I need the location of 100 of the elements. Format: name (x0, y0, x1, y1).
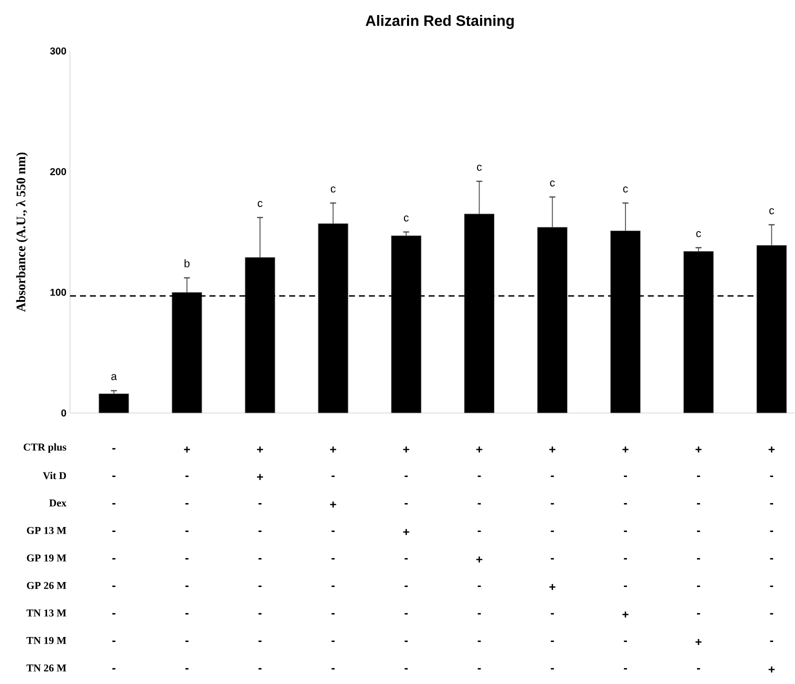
text: + (403, 528, 410, 536)
text: TN 13 M (26, 609, 66, 617)
text: - (697, 586, 700, 588)
text: - (404, 586, 408, 588)
text: - (258, 586, 262, 588)
y-tick-label: 0 (61, 409, 66, 417)
text: - (770, 613, 774, 615)
annotation: b (184, 259, 190, 268)
text: GP 26 M (26, 582, 66, 590)
y-tick-label: 200 (50, 168, 66, 176)
text: + (257, 446, 264, 453)
text: - (550, 640, 554, 642)
text: - (550, 668, 554, 670)
text: GP 13 M (26, 526, 66, 534)
text: - (112, 613, 116, 615)
text: Vit D (42, 472, 66, 480)
text: + (768, 666, 775, 673)
annotation: c (696, 231, 701, 238)
annotation: c (477, 164, 482, 171)
text: + (330, 446, 336, 453)
text: - (770, 476, 774, 477)
annotation: c (404, 215, 409, 222)
text: - (478, 503, 481, 504)
text: - (258, 530, 262, 532)
text: - (550, 613, 554, 615)
text: + (696, 638, 702, 646)
annotation: c (258, 200, 262, 207)
text: - (404, 558, 408, 560)
text: - (185, 613, 188, 615)
text: - (624, 558, 627, 560)
text: + (184, 446, 190, 453)
text: - (112, 640, 116, 642)
text: - (258, 668, 262, 670)
text: + (476, 556, 482, 563)
y-tick-label: 100 (50, 288, 66, 296)
text: - (697, 558, 700, 560)
text: + (476, 446, 482, 453)
text: Dex (49, 500, 66, 506)
text: - (258, 558, 262, 560)
text: - (624, 503, 627, 504)
text: - (258, 640, 262, 642)
text: GP 19 M (26, 554, 66, 562)
text: - (697, 476, 700, 477)
text: - (550, 530, 554, 532)
text: - (624, 640, 627, 642)
text: - (404, 640, 408, 642)
text: - (185, 558, 188, 560)
text: - (404, 668, 408, 670)
text: - (697, 530, 700, 532)
text: - (185, 586, 188, 588)
text: - (404, 503, 408, 504)
text: - (697, 503, 700, 504)
text: - (332, 586, 335, 588)
text: TN 26 M (26, 664, 66, 672)
text: - (624, 476, 627, 477)
text: - (112, 448, 116, 450)
text: - (112, 530, 116, 532)
text: - (478, 476, 481, 477)
text: - (112, 503, 116, 504)
text: - (404, 613, 408, 615)
text: - (185, 668, 188, 670)
text: - (770, 558, 774, 560)
text: + (549, 584, 556, 590)
text: + (330, 501, 336, 508)
text: - (550, 558, 554, 560)
text: - (550, 503, 554, 504)
text: - (478, 613, 481, 615)
text: - (332, 668, 335, 670)
text: - (185, 530, 188, 532)
text: + (549, 446, 556, 453)
text: - (770, 503, 774, 504)
text: - (112, 558, 116, 560)
chart-title: Alizarin Red Staining (366, 14, 514, 29)
text: - (185, 640, 188, 642)
text: - (478, 668, 481, 670)
text: CTR plus (24, 443, 66, 453)
text: - (185, 476, 188, 477)
text: - (404, 476, 408, 477)
text: - (332, 558, 335, 560)
annotation: c (623, 186, 628, 193)
text: - (478, 530, 481, 532)
y-tick-label: 300 (50, 47, 66, 55)
text: + (257, 474, 264, 480)
annotation: c (330, 186, 336, 193)
text: + (403, 446, 410, 453)
text: - (770, 640, 774, 642)
text: - (112, 586, 116, 588)
annotation: c (769, 208, 774, 214)
text: - (624, 530, 627, 532)
text: - (112, 668, 116, 670)
text: - (185, 503, 188, 504)
text: - (624, 668, 627, 670)
text: - (478, 586, 481, 588)
annotation: a (111, 374, 117, 380)
text: - (770, 586, 774, 588)
annotation: c (550, 180, 555, 186)
text: - (258, 503, 262, 504)
text: - (624, 586, 627, 588)
y-axis-title: Absorbance (A.U., λ 550 nm) (16, 152, 28, 312)
text: TN 19 M (26, 636, 66, 644)
